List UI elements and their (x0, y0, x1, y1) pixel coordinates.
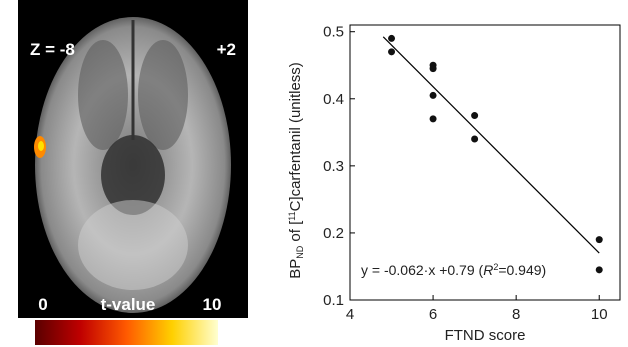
colorbar-label: t-value (101, 295, 156, 314)
data-point (596, 266, 603, 273)
y-tick-label: 0.5 (323, 24, 344, 41)
colorbar (35, 320, 218, 345)
y-axis-label: BPND of [11C]carfentanil (unitless) (287, 62, 305, 279)
colorbar-max: 10 (203, 295, 222, 314)
data-point (471, 112, 478, 119)
annotation-part: y = -0.062·x +0.79 ( (361, 262, 484, 278)
annotation: y = -0.062·x +0.79 (R2=0.949) (361, 262, 546, 278)
y-axis-label-part: 11 (287, 211, 297, 220)
data-point (596, 236, 603, 243)
annotation-part: =0.949) (498, 262, 546, 278)
figure: Z = -8 +2 0 t-value 10 4 6 8 10 0.1 0.2 0.3 0.4… (0, 0, 628, 347)
x-tick-label: 10 (591, 306, 608, 323)
y-tick-label: 0.1 (323, 292, 344, 309)
y-axis-label-part: ND (295, 245, 305, 258)
annotation-part: R (483, 262, 493, 278)
x-tick-label: 6 (429, 306, 437, 323)
y-tick-label: 0.2 (323, 225, 344, 242)
data-point (471, 136, 478, 143)
x-tick-label: 4 (346, 306, 354, 323)
slice-label: Z = -8 (30, 40, 75, 59)
x-axis-label: FTND score (445, 327, 526, 344)
y-axis-label-part: C]carfentanil (unitless) (287, 62, 304, 211)
y-tick-label: 0.3 (323, 158, 344, 175)
scatter-plot: 4 6 8 10 0.1 0.2 0.3 0.4 0.5 FTND score BPND of [1… (287, 24, 620, 344)
data-point (430, 65, 437, 72)
y-axis-label-part: of [ (287, 220, 304, 246)
y-axis-label-part: BP (287, 259, 304, 279)
data-point (388, 48, 395, 55)
brain-structure (78, 200, 188, 290)
activation-blob (38, 141, 44, 151)
x-tick-label: 8 (512, 306, 520, 323)
brain-structure (78, 40, 128, 150)
brain-panel: Z = -8 +2 0 t-value 10 (18, 0, 248, 345)
plot-frame (350, 25, 620, 300)
data-point (388, 35, 395, 42)
corner-label: +2 (217, 40, 236, 59)
y-tick-label: 0.4 (323, 91, 344, 108)
colorbar-min: 0 (38, 295, 47, 314)
regression-line (383, 37, 599, 253)
brain-structure (138, 40, 188, 150)
data-point (430, 92, 437, 99)
data-point (430, 115, 437, 122)
